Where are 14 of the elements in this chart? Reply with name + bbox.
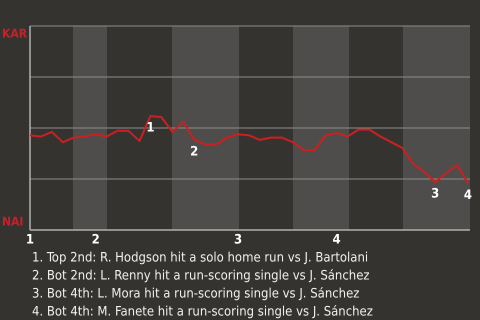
x-tick-label: 3 <box>234 232 242 248</box>
annotation: 4 <box>464 188 472 203</box>
x-tick-label: 4 <box>332 232 341 248</box>
text: 1. Top 2nd: R. Hodgson hit a solo home run vs J. Bartolani <box>32 250 368 266</box>
annotation: 1 <box>146 120 155 136</box>
annotation: 3 <box>431 186 440 202</box>
annotation: 2 <box>190 144 198 160</box>
x-tick-label: 1 <box>26 232 34 248</box>
text: 4. Bot 4th: M. Fanete hit a run-scoring single vs J. Sánchez <box>32 304 373 320</box>
text: 2. Bot 2nd: L. Renny hit a run-scoring single vs J. Sánchez <box>32 268 370 284</box>
text: 3. Bot 4th: L. Mora hit a run-scoring single vs J. Sánchez <box>32 286 360 302</box>
x-tick-label: 2 <box>92 232 100 248</box>
text: NAI <box>2 214 24 228</box>
text: KAR <box>2 26 28 40</box>
